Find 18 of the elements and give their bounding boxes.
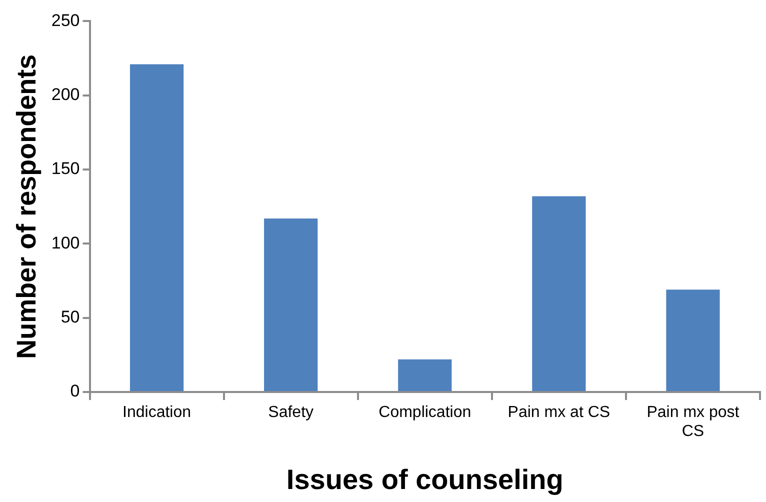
y-tick-label: 0 (70, 382, 80, 401)
x-tick-label: Complication (378, 404, 472, 422)
bar (398, 359, 452, 391)
x-tick-label: Pain mx at CS (508, 404, 610, 422)
y-tick-label: 200 (51, 85, 80, 104)
y-tick-label: 150 (51, 159, 80, 178)
bar (264, 218, 318, 391)
bar (532, 196, 586, 391)
x-axis-title: Issues of counseling (286, 464, 564, 495)
bar (666, 290, 720, 391)
bar (130, 64, 184, 391)
y-tick-label: 100 (51, 233, 80, 252)
x-tick-label: Pain mx post CS (646, 404, 740, 440)
y-tick-label: 50 (60, 308, 80, 327)
x-tick-label: Indication (122, 404, 192, 422)
y-tick-label: 250 (51, 10, 80, 30)
y-axis-title: Number of respondents (12, 54, 42, 359)
x-tick-label: Safety (268, 404, 314, 422)
